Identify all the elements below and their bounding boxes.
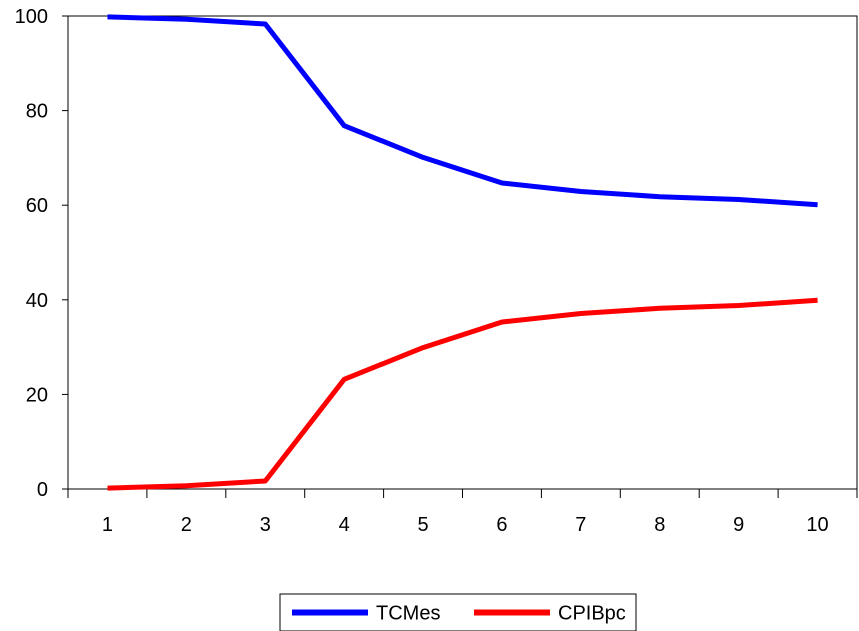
x-axis-ticks: 1 2 3 4 5 6 7 8 9 10 (67, 489, 858, 536)
y-tick-label: 100 (15, 6, 48, 28)
x-tick-label: 6 (496, 514, 507, 536)
x-tick-label: 3 (260, 514, 271, 536)
axes (67, 15, 858, 490)
plot-frame (67, 15, 858, 490)
y-axis-ticks: 0 20 40 60 80 100 (15, 6, 68, 501)
x-tick-label: 2 (181, 514, 192, 536)
x-tick-label: 9 (733, 514, 744, 536)
x-tick-label: 5 (417, 514, 428, 536)
x-tick-label: 7 (575, 514, 586, 536)
legend-label-tcmes: TCMes (376, 603, 440, 625)
legend: TCMes CPIBpc (279, 593, 637, 631)
series-line-tcmes (107, 14, 818, 208)
x-tick-label: 10 (806, 514, 828, 536)
y-tick-label: 40 (26, 290, 48, 312)
y-tick-label: 80 (26, 101, 48, 123)
x-tick-label: 8 (654, 514, 665, 536)
x-tick-label: 1 (102, 514, 113, 536)
y-tick-label: 0 (37, 479, 48, 501)
y-tick-label: 60 (26, 195, 48, 217)
y-tick-label: 20 (26, 384, 48, 406)
series-layer (107, 14, 818, 491)
legend-label-cpibpc: CPIBpc (558, 603, 626, 625)
series-line-cpibpc (107, 297, 818, 491)
x-tick-label: 4 (339, 514, 350, 536)
